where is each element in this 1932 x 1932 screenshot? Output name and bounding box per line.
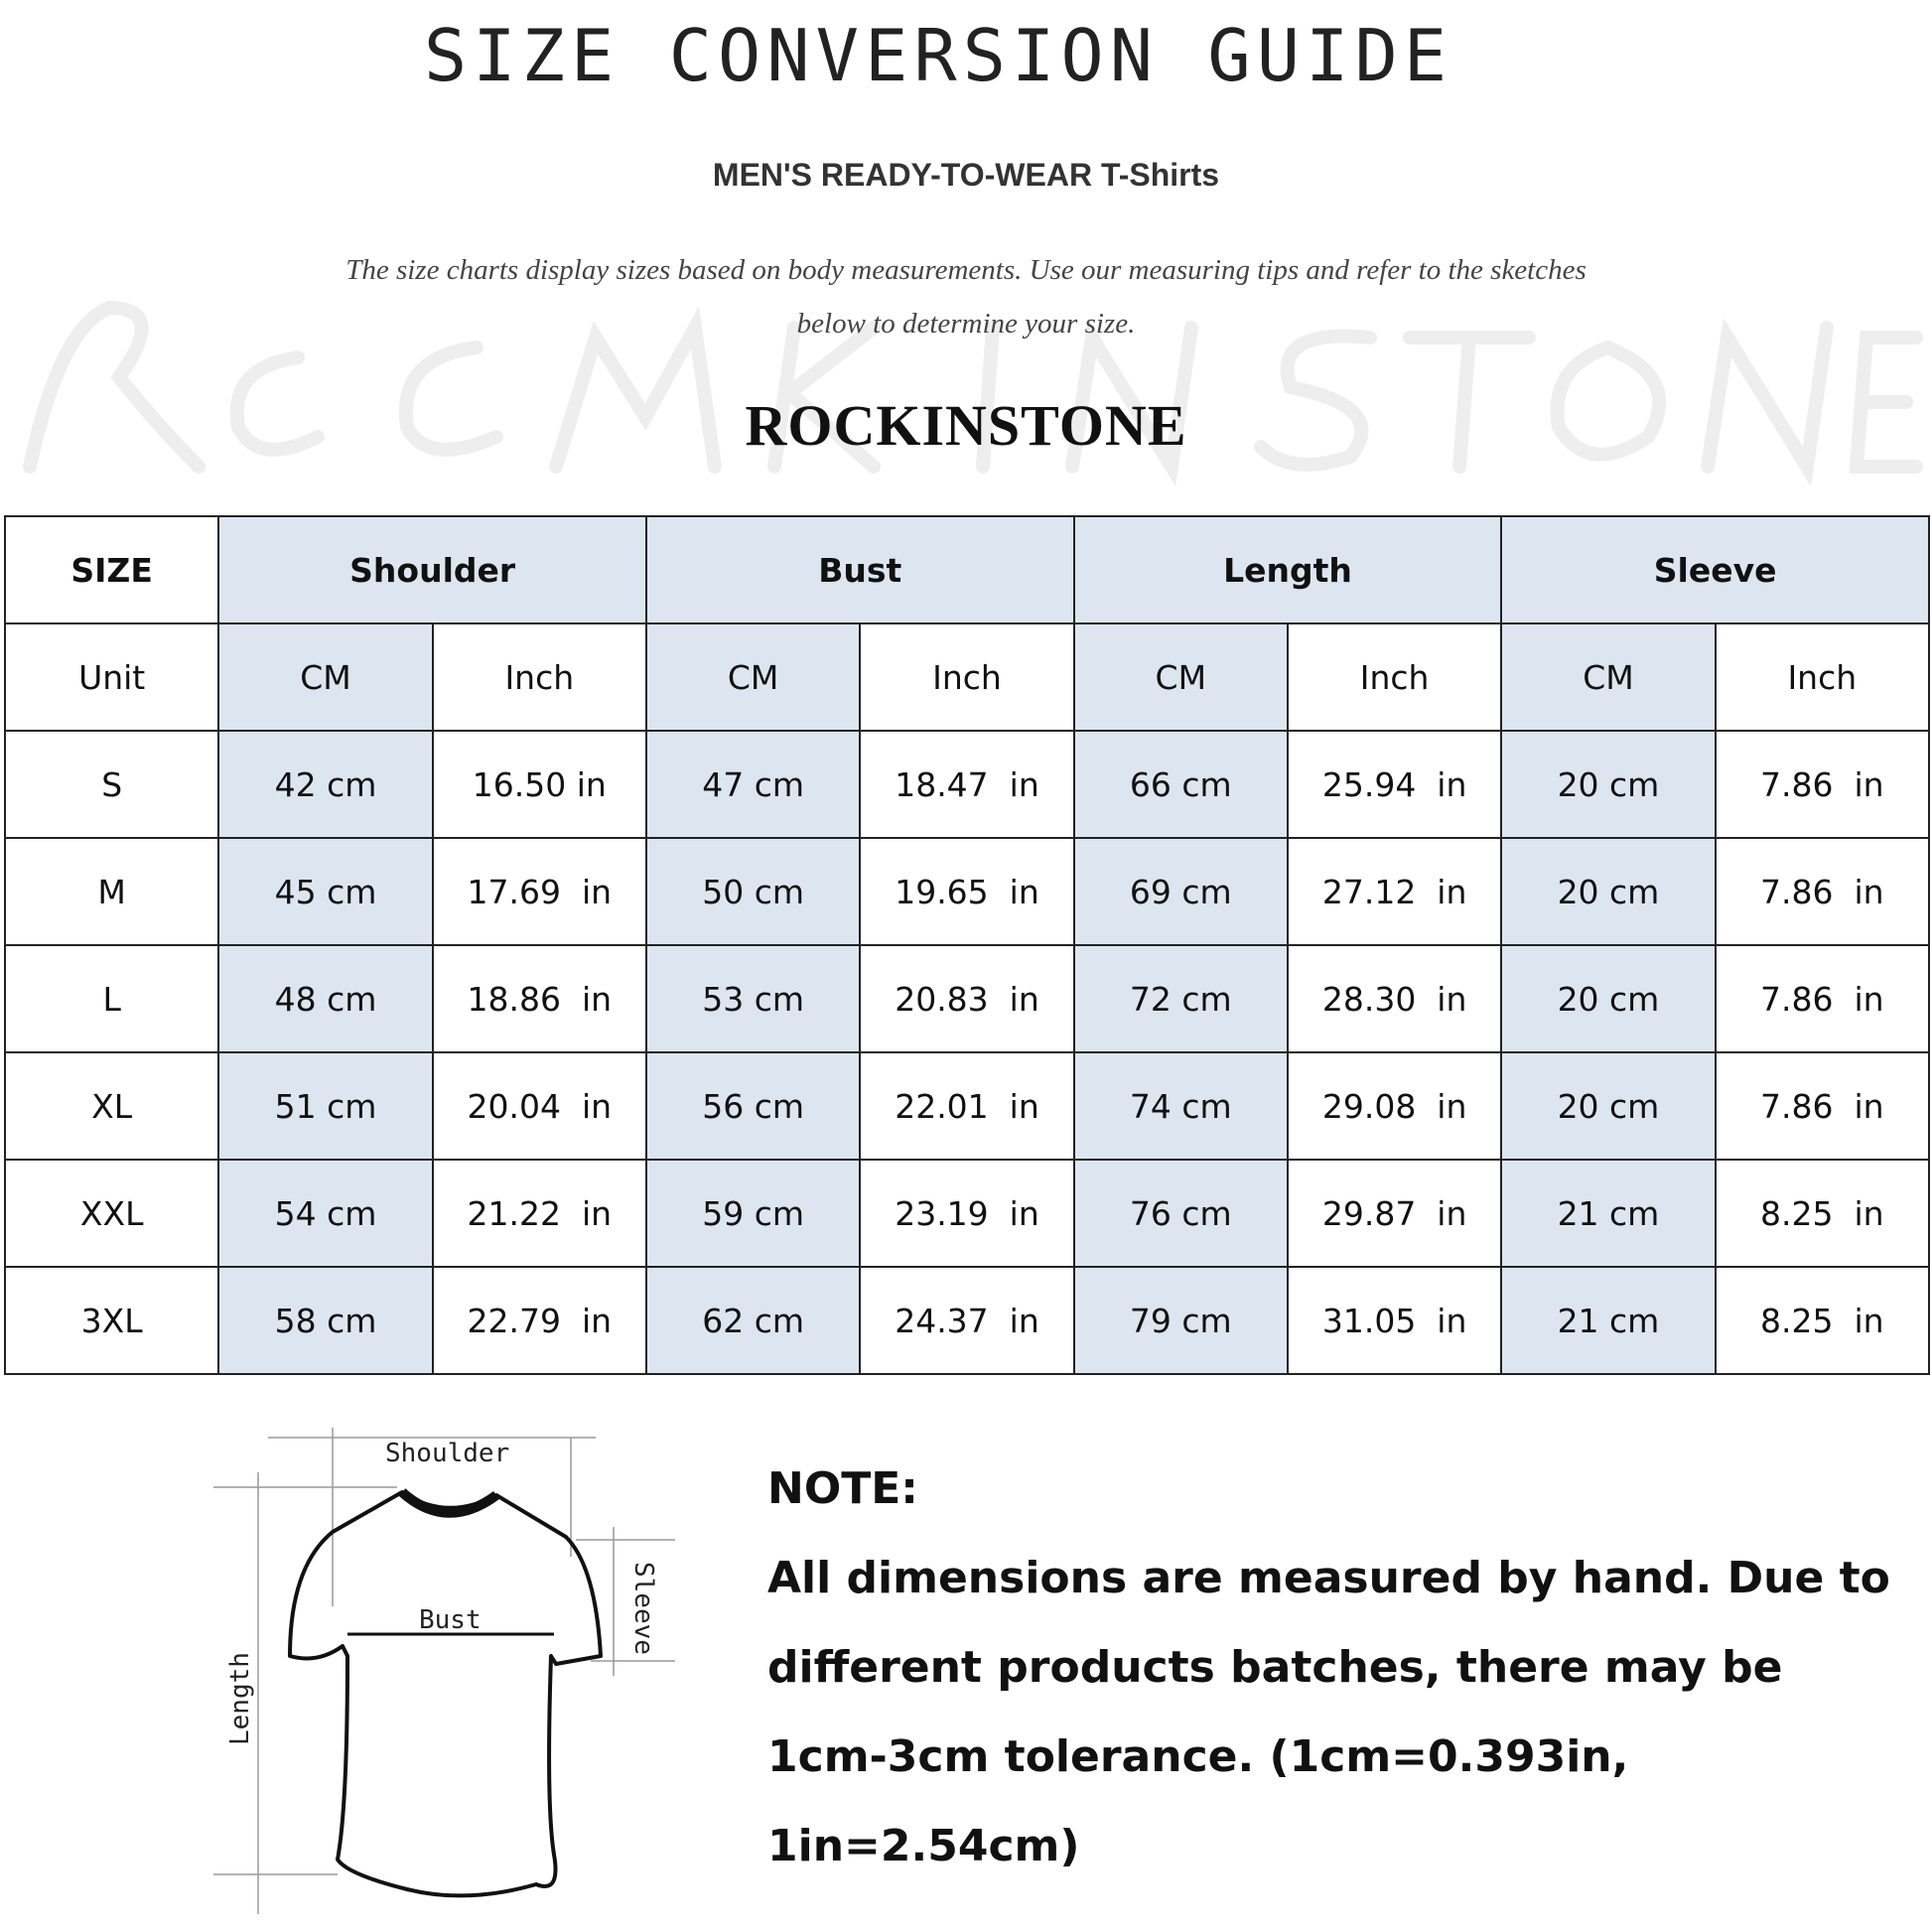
note-line-3: 1cm-3cm tolerance. (1cm=0.393in, 1in=2.5… <box>767 1731 1629 1871</box>
measurement-cell: 45 cm <box>217 837 434 946</box>
unit-header: Inch <box>1286 622 1503 732</box>
table-header-row: SIZE Shoulder Bust Length Sleeve <box>3 515 1930 624</box>
measurement-cell: 56 cm <box>644 1051 862 1161</box>
measurement-cell: 7.86 in <box>1714 944 1931 1053</box>
measurement-cell: 20 cm <box>1500 944 1717 1053</box>
measurement-cell: 21 cm <box>1500 1266 1717 1375</box>
measurement-cell: 19.65 in <box>859 837 1075 946</box>
size-table: SIZE Shoulder Bust Length Sleeve Unit CM… <box>3 515 1931 1375</box>
table-row: S 42 cm 16.50 in 47 cm 18.47 in 66 cm 25.94 in… <box>3 730 1931 839</box>
note-block: NOTE: All dimensions are measured by han… <box>767 1445 1909 1891</box>
unit-header: Inch <box>1714 622 1931 732</box>
measurement-cell: 48 cm <box>217 944 434 1053</box>
measurement-cell: 42 cm <box>217 730 434 839</box>
measurement-cell: 20 cm <box>1500 837 1717 946</box>
tshirt-measurement-diagram: Shoulder Bust Length Sleeve <box>213 1428 675 1914</box>
size-cell: S <box>3 730 220 839</box>
size-cell: XXL <box>3 1159 220 1268</box>
unit-header: CM <box>217 622 434 732</box>
measurement-cell: 59 cm <box>644 1159 862 1268</box>
measurement-cell: 16.50 in <box>431 730 647 839</box>
table-row: M 45 cm 17.69 in 50 cm 19.65 in 69 cm 27.12 in… <box>3 837 1931 946</box>
measurement-cell: 21 cm <box>1500 1159 1717 1268</box>
measurement-cell: 76 cm <box>1072 1159 1289 1268</box>
note-line-2: different products batches, there may be <box>767 1642 1783 1693</box>
measurement-cell: 22.79 in <box>431 1266 647 1375</box>
page-subtitle: MEN'S READY-TO-WEAR T-Shirts <box>712 157 1220 193</box>
measurement-cell: 27.12 in <box>1286 837 1503 946</box>
note-line-1: All dimensions are measured by hand. Due… <box>767 1553 1890 1603</box>
measurement-cell: 20.04 in <box>431 1051 647 1161</box>
unit-label: Unit <box>3 622 220 732</box>
description-line-1: The size charts display sizes based on b… <box>345 254 1587 286</box>
measurement-cell: 20.83 in <box>859 944 1075 1053</box>
measurement-cell: 21.22 in <box>431 1159 647 1268</box>
measurement-cell: 25.94 in <box>1286 730 1503 839</box>
group-header-bust: Bust <box>644 515 1075 624</box>
measurement-cell: 8.25 in <box>1714 1266 1931 1375</box>
measurement-cell: 54 cm <box>217 1159 434 1268</box>
table-row: L 48 cm 18.86 in 53 cm 20.83 in 72 cm 28.30 in… <box>3 944 1931 1053</box>
description-line-2: below to determine your size. <box>796 308 1136 340</box>
unit-row: Unit CM Inch CM Inch CM Inch CM Inch <box>3 622 1931 732</box>
group-header-shoulder: Shoulder <box>217 515 647 624</box>
table-row: XL 51 cm 20.04 in 56 cm 22.01 in 74 cm 29.08 i… <box>3 1051 1931 1161</box>
size-cell: M <box>3 837 220 946</box>
diagram-label-bust: Bust <box>419 1605 482 1635</box>
diagram-label-length: Length <box>225 1652 255 1745</box>
measurement-cell: 50 cm <box>644 837 862 946</box>
measurement-cell: 24.37 in <box>859 1266 1075 1375</box>
measurement-cell: 29.08 in <box>1286 1051 1503 1161</box>
measurement-cell: 28.30 in <box>1286 944 1503 1053</box>
measurement-cell: 18.47 in <box>859 730 1075 839</box>
unit-header: CM <box>1500 622 1717 732</box>
measurement-cell: 20 cm <box>1500 730 1717 839</box>
brand-name: ROCKINSTONE <box>745 393 1187 458</box>
size-header: SIZE <box>3 515 220 624</box>
unit-header: Inch <box>859 622 1075 732</box>
measurement-cell: 58 cm <box>217 1266 434 1375</box>
measurement-cell: 53 cm <box>644 944 862 1053</box>
diagram-label-sleeve: Sleeve <box>628 1562 658 1655</box>
measurement-cell: 18.86 in <box>431 944 647 1053</box>
measurement-cell: 29.87 in <box>1286 1159 1503 1268</box>
measurement-cell: 72 cm <box>1072 944 1289 1053</box>
size-cell: L <box>3 944 220 1053</box>
measurement-cell: 22.01 in <box>859 1051 1075 1161</box>
unit-header: Inch <box>431 622 647 732</box>
measurement-cell: 62 cm <box>644 1266 862 1375</box>
measurement-cell: 74 cm <box>1072 1051 1289 1161</box>
measurement-cell: 47 cm <box>644 730 862 839</box>
table-row: XXL 54 cm 21.22 in 59 cm 23.19 in 76 cm 29.87 … <box>3 1159 1931 1268</box>
page-title: SIZE CONVERSION GUIDE <box>423 14 1453 97</box>
group-header-length: Length <box>1072 515 1503 624</box>
size-cell: 3XL <box>3 1266 220 1375</box>
measurement-cell: 8.25 in <box>1714 1159 1931 1268</box>
measurement-cell: 51 cm <box>217 1051 434 1161</box>
measurement-cell: 66 cm <box>1072 730 1289 839</box>
measurement-cell: 23.19 in <box>859 1159 1075 1268</box>
unit-header: CM <box>644 622 862 732</box>
measurement-cell: 69 cm <box>1072 837 1289 946</box>
group-header-sleeve: Sleeve <box>1500 515 1930 624</box>
measurement-cell: 79 cm <box>1072 1266 1289 1375</box>
measurement-cell: 20 cm <box>1500 1051 1717 1161</box>
measurement-cell: 7.86 in <box>1714 1051 1931 1161</box>
note-heading: NOTE: <box>767 1463 918 1514</box>
diagram-label-shoulder: Shoulder <box>385 1439 509 1468</box>
unit-header: CM <box>1072 622 1289 732</box>
size-cell: XL <box>3 1051 220 1161</box>
measurement-cell: 17.69 in <box>431 837 647 946</box>
measurement-cell: 7.86 in <box>1714 837 1931 946</box>
table-row: 3XL 58 cm 22.79 in 62 cm 24.37 in 79 cm 31.05 … <box>3 1266 1931 1375</box>
brand-watermark <box>23 300 1923 486</box>
measurement-cell: 31.05 in <box>1286 1266 1503 1375</box>
measurement-cell: 7.86 in <box>1714 730 1931 839</box>
